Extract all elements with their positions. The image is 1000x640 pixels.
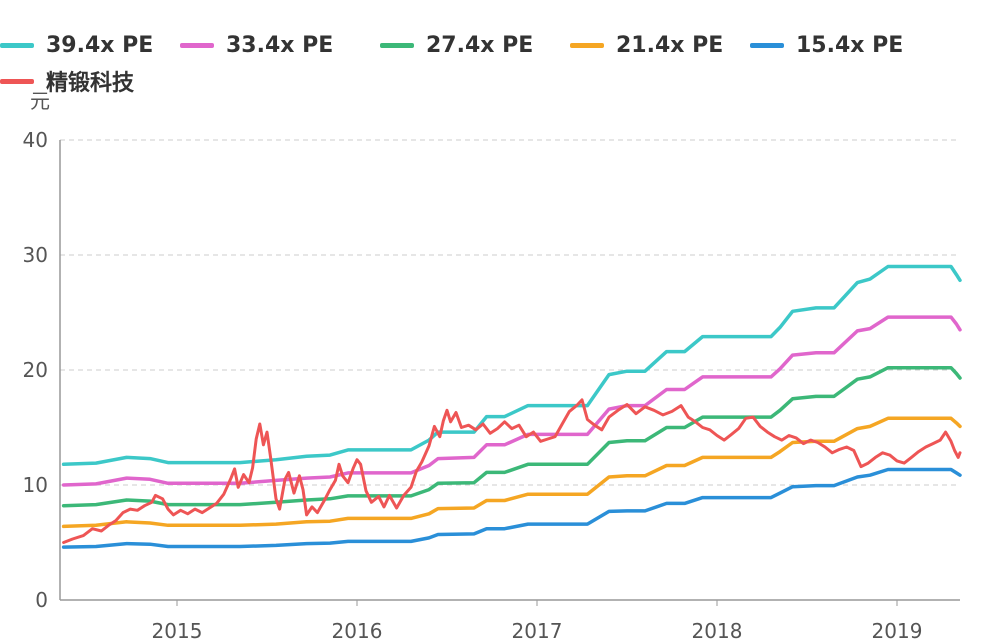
legend-label: 33.4x PE bbox=[226, 32, 334, 58]
y-tick-label: 10 bbox=[23, 473, 48, 497]
legend-item[interactable]: 精锻科技 bbox=[0, 66, 134, 96]
legend-swatch bbox=[750, 42, 784, 48]
y-tick-label: 40 bbox=[23, 128, 48, 152]
legend-item[interactable]: 21.4x PE bbox=[570, 30, 723, 60]
chart-legend: 39.4x PE 33.4x PE 27.4x PE 21.4x PE 15.4x PE… bbox=[0, 30, 1000, 110]
legend-swatch bbox=[180, 42, 214, 48]
series-line-5 bbox=[62, 398, 962, 544]
series-lines bbox=[61, 264, 962, 549]
series-line-2 bbox=[61, 365, 962, 508]
legend-swatch bbox=[0, 42, 34, 48]
x-tick-label: 2016 bbox=[332, 619, 383, 640]
x-axis: 2015 2016 2017 2018 2019 bbox=[152, 600, 923, 640]
legend-label: 精锻科技 bbox=[46, 71, 135, 96]
legend-swatch bbox=[570, 42, 604, 48]
x-tick-label: 2019 bbox=[872, 619, 923, 640]
x-tick-label: 2015 bbox=[152, 619, 203, 640]
legend-item[interactable]: 27.4x PE bbox=[380, 30, 533, 60]
grid-lines bbox=[60, 139, 960, 601]
legend-label: 15.4x PE bbox=[796, 32, 904, 58]
y-tick-label: 30 bbox=[23, 243, 48, 267]
series-line-0 bbox=[61, 264, 962, 467]
legend-label: 21.4x PE bbox=[616, 32, 724, 58]
series-line-1 bbox=[61, 315, 962, 487]
legend-item[interactable]: 33.4x PE bbox=[180, 30, 333, 60]
series-line-4 bbox=[61, 467, 962, 549]
x-tick-label: 2017 bbox=[512, 619, 563, 640]
legend-item[interactable]: 39.4x PE bbox=[0, 30, 153, 60]
legend-swatch bbox=[0, 78, 34, 84]
series-line-3 bbox=[61, 416, 962, 529]
y-axis-unit: 元 bbox=[30, 89, 50, 113]
x-tick-label: 2018 bbox=[692, 619, 743, 640]
legend-label: 27.4x PE bbox=[426, 32, 534, 58]
legend-swatch bbox=[380, 42, 414, 48]
legend-item[interactable]: 15.4x PE bbox=[750, 30, 903, 60]
y-tick-label: 20 bbox=[23, 358, 48, 382]
y-tick-label: 0 bbox=[35, 588, 48, 612]
y-axis: 0 10 20 30 40 bbox=[23, 128, 61, 612]
legend-label: 39.4x PE bbox=[46, 32, 154, 58]
